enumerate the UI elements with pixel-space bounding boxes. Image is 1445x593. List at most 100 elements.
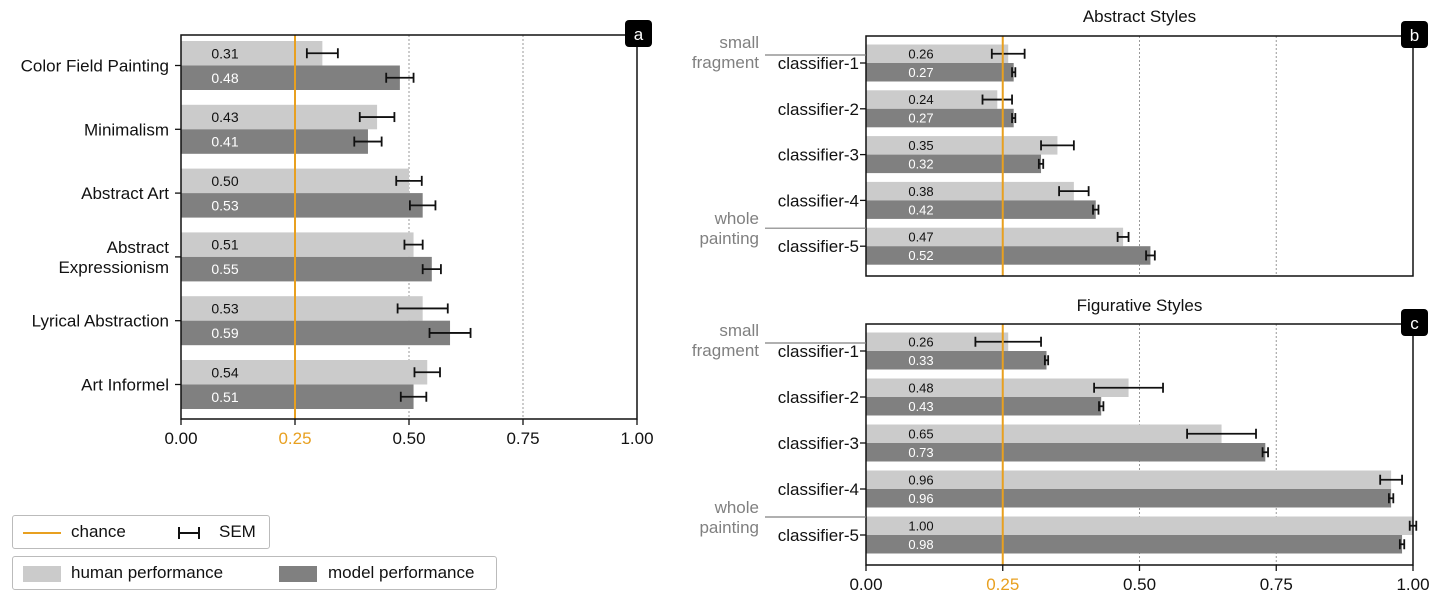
model-value-label: 0.59 (211, 325, 238, 341)
panel-badge-1 (1401, 21, 1428, 48)
model-bar (181, 129, 368, 154)
plot-frame-1 (865, 35, 1414, 277)
x-tick-label: 0.00 (849, 575, 882, 593)
panel-title: Figurative Styles (1077, 296, 1203, 315)
human-bar (181, 360, 428, 385)
model-value-label: 0.52 (908, 248, 933, 263)
model-error-bar (1011, 113, 1017, 124)
model-error-bar (1043, 355, 1050, 366)
model-bar (866, 443, 1266, 462)
human-value-label: 0.54 (211, 364, 238, 380)
category-label: Art Informel (81, 376, 169, 395)
model-bar (181, 320, 451, 346)
model-error-bar (399, 391, 428, 402)
model-error-bar (1388, 493, 1395, 504)
legend-performance: human performance model performance (12, 556, 497, 590)
model-bar (866, 246, 1151, 265)
human-error-bar (1116, 231, 1130, 242)
human-bar (181, 41, 323, 66)
human-error-bar (413, 367, 441, 378)
human-error-bar (990, 48, 1026, 59)
model-value-label: 0.96 (908, 491, 933, 506)
model-value-label: 0.42 (908, 202, 933, 217)
panel-label: c (1410, 314, 1419, 333)
human-value-label: 0.26 (908, 334, 933, 349)
human-error-bar (358, 112, 396, 123)
category-label: Expressionism (58, 258, 169, 277)
model-bar (866, 535, 1403, 554)
category-label: classifier-3 (778, 434, 859, 453)
whole-painting-label: painting (699, 518, 759, 537)
human-error-bar (1093, 382, 1164, 393)
x-tick-label: 0.50 (1123, 575, 1156, 593)
human-bar (181, 104, 378, 130)
model-error-bar (1092, 204, 1100, 215)
x-tick-label: 1.00 (620, 429, 653, 448)
human-error-bar (1040, 140, 1075, 151)
category-label: Lyrical Abstraction (32, 312, 169, 331)
whole-painting-label: painting (699, 229, 759, 248)
human-value-label: 0.51 (211, 237, 238, 253)
human-error-bar (974, 336, 1042, 347)
human-bar (866, 181, 1074, 201)
model-value-label: 0.98 (908, 537, 933, 552)
model-bar (181, 384, 414, 409)
model-error-bar (1145, 250, 1156, 261)
panel-label: b (1410, 26, 1419, 45)
human-value-label: 0.47 (908, 230, 933, 245)
model-error-bar (385, 72, 415, 83)
model-error-bar (1261, 447, 1269, 458)
model-value-label: 0.27 (908, 65, 933, 80)
whole-painting-label: whole (714, 498, 759, 517)
category-label: Color Field Painting (21, 57, 169, 76)
panel-badge-0 (625, 20, 652, 47)
human-error-bar (403, 239, 424, 250)
model-bar (181, 65, 400, 90)
x-tick-label: 0.50 (392, 429, 425, 448)
small-fragment-label: fragment (692, 53, 759, 72)
human-error-bar (1186, 428, 1257, 439)
category-label: classifier-2 (778, 388, 859, 407)
human-bar (866, 90, 998, 109)
category-label: classifier-5 (778, 526, 859, 545)
human-value-label: 0.26 (908, 46, 933, 61)
legend-chance-sem: chance SEM (12, 515, 270, 549)
model-bar (866, 108, 1014, 128)
model-value-label: 0.43 (908, 399, 933, 414)
model-bar (181, 256, 432, 282)
x-tick-label: 0.25 (278, 429, 311, 448)
model-error-bar (353, 136, 383, 147)
category-label: Minimalism (84, 120, 169, 139)
small-fragment-label: fragment (692, 341, 759, 360)
human-value-label: 0.96 (908, 472, 933, 487)
category-label: classifier-2 (778, 100, 859, 119)
model-value-label: 0.41 (211, 134, 238, 150)
whole-painting-label: whole (714, 209, 759, 228)
human-error-bar (396, 303, 449, 314)
human-error-bar (305, 48, 339, 59)
human-value-label: 0.38 (908, 184, 933, 199)
human-error-bar (395, 175, 423, 186)
model-error-bar (428, 327, 472, 338)
x-tick-label: 1.00 (1396, 575, 1429, 593)
x-tick-label: 0.25 (986, 575, 1019, 593)
human-error-bar (1058, 186, 1090, 197)
model-value-label: 0.73 (908, 445, 933, 460)
human-value-label: 0.43 (211, 109, 238, 125)
human-value-label: 1.00 (908, 518, 933, 533)
human-bar (866, 378, 1129, 397)
human-value-label: 0.65 (908, 426, 933, 441)
human-bar (866, 332, 1009, 351)
human-value-label: 0.24 (908, 92, 933, 107)
human-error-bar (1379, 474, 1403, 485)
human-bar (866, 470, 1392, 489)
category-label: Abstract (107, 238, 170, 257)
category-label: classifier-5 (778, 237, 859, 256)
model-value-label: 0.51 (211, 389, 238, 405)
panel-badge-2 (1401, 309, 1428, 336)
model-value-label: 0.53 (211, 197, 238, 213)
x-tick-label: 0.75 (506, 429, 539, 448)
chance-legend-line (23, 532, 61, 534)
human-legend-label: human performance (71, 563, 224, 582)
